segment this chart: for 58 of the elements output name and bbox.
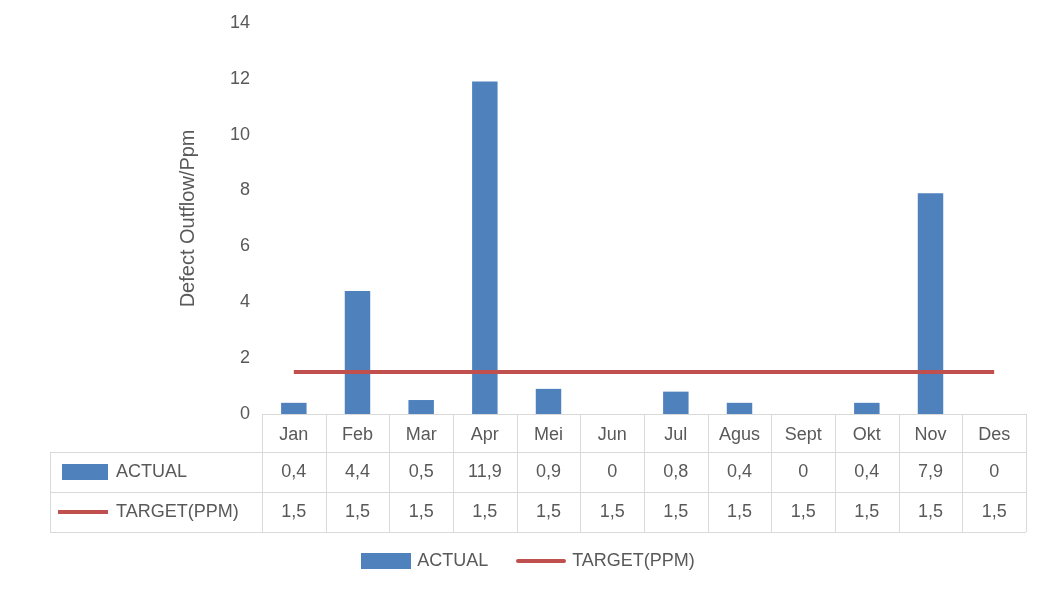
data-label: 0 <box>989 460 1000 481</box>
data-label: 1,5 <box>790 500 816 521</box>
bar <box>281 402 307 414</box>
data-label: 0,5 <box>408 460 434 481</box>
data-label: 1,5 <box>344 500 371 521</box>
x-tick-label: Mar <box>405 423 437 444</box>
data-label: 1,5 <box>726 500 753 521</box>
y-tick-label: 4 <box>239 291 250 312</box>
data-label: 0 <box>607 460 618 481</box>
x-tick-label: Agus <box>718 423 761 444</box>
x-tick-label: Jan <box>279 423 309 444</box>
x-tick-label: Apr <box>470 423 499 444</box>
text: ACTUAL <box>417 550 489 570</box>
x-tick-label: Des <box>978 423 1011 444</box>
y-tick-label: 10 <box>229 123 250 144</box>
text: TARGET(PPM) <box>572 550 695 570</box>
data-label: 4,4 <box>344 460 371 481</box>
data-label: 1,5 <box>535 500 562 521</box>
legend-label: ACTUAL <box>116 460 188 481</box>
data-label: 0 <box>798 460 809 481</box>
y-tick-label: 12 <box>229 67 250 88</box>
y-tick-label: 14 <box>229 11 250 32</box>
data-label: 0,4 <box>726 460 753 481</box>
x-tick-label: Sept <box>784 423 822 444</box>
x-tick-label: Nov <box>914 423 947 444</box>
bar <box>854 402 880 414</box>
x-tick-label: Feb <box>341 423 374 444</box>
data-label: 0,4 <box>854 460 880 481</box>
data-label: 0,9 <box>535 460 562 481</box>
bar <box>472 81 498 414</box>
x-tick-label: Jun <box>597 423 627 444</box>
data-label: 1,5 <box>917 500 944 521</box>
x-tick-label: Okt <box>852 423 881 444</box>
data-label: 1,5 <box>599 500 625 521</box>
data-label: 1,5 <box>663 500 689 521</box>
bar <box>535 388 562 414</box>
x-tick-label: Jul <box>664 423 688 444</box>
y-tick-label: 6 <box>239 235 250 256</box>
data-label: 1,5 <box>408 500 434 521</box>
y-axis-title: Defect Outflow/Ppm <box>175 129 198 308</box>
data-label: 1,5 <box>854 500 880 521</box>
bar <box>408 400 434 414</box>
y-tick-label: 8 <box>239 179 250 200</box>
bar <box>726 402 753 414</box>
y-tick-label: 0 <box>239 402 250 423</box>
data-label: 0,8 <box>663 460 689 481</box>
bar <box>663 391 689 414</box>
y-tick-label: 2 <box>239 347 250 368</box>
x-tick-label: Mei <box>533 423 564 444</box>
data-label: 1,5 <box>472 500 498 521</box>
bar <box>917 193 944 414</box>
data-label: 1,5 <box>981 500 1007 521</box>
legend-label: TARGET(PPM) <box>116 500 239 521</box>
data-label: 1,5 <box>281 500 307 521</box>
bar <box>344 291 371 414</box>
data-label: 7,9 <box>917 460 944 481</box>
data-label: 11,9 <box>467 460 502 481</box>
data-label: 0,4 <box>281 460 307 481</box>
